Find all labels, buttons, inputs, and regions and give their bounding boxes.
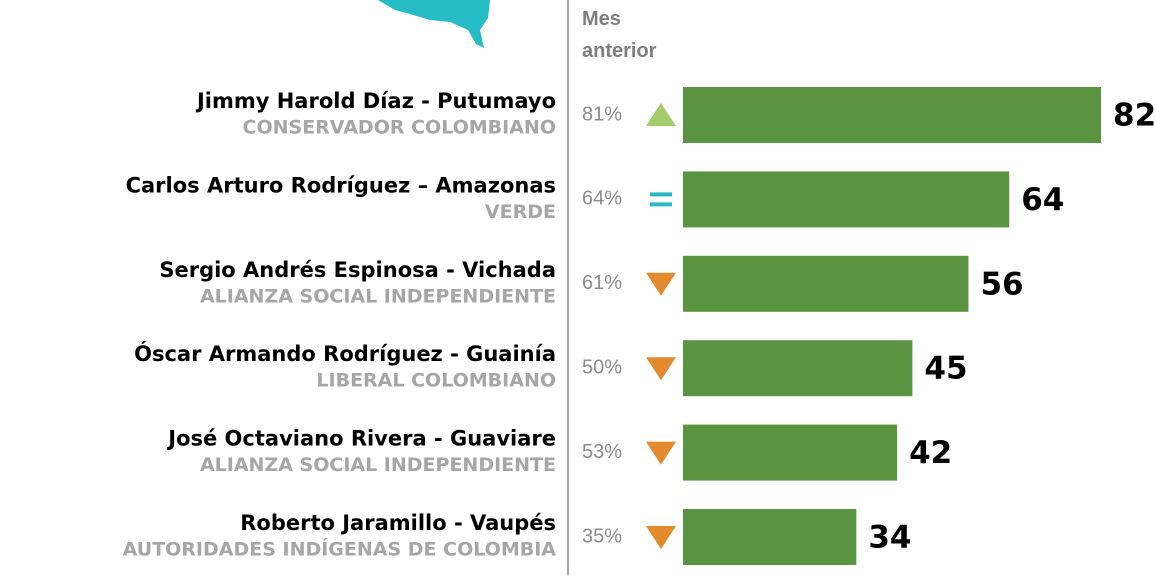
candidate-name: Carlos Arturo Rodríguez – Amazonas (126, 173, 556, 197)
trend-down (646, 272, 676, 296)
trend-down (646, 357, 676, 381)
trend-up (646, 103, 676, 126)
bar (683, 509, 857, 565)
bar (683, 87, 1101, 143)
party-name: LIBERAL COLOMBIANO (316, 370, 556, 392)
candidate-name: José Octaviano Rivera - Guaviare (166, 427, 556, 451)
bar (683, 340, 913, 397)
previous-month: 50% (582, 356, 622, 378)
bar (683, 424, 898, 481)
candidate-name: Óscar Armando Rodríguez - Guainía (134, 341, 556, 366)
map-fragment (378, 0, 490, 48)
previous-month: 35% (582, 525, 622, 547)
value-label: 56 (980, 266, 1023, 302)
value-label: 64 (1021, 182, 1064, 218)
value-label: 34 (868, 520, 911, 556)
party-name: ALIANZA SOCIAL INDEPENDIENTE (200, 454, 556, 476)
candidate-name: Jimmy Harold Díaz - Putumayo (195, 89, 556, 113)
previous-month: 81% (582, 103, 622, 125)
value-label: 42 (909, 435, 952, 471)
trend-down (646, 441, 676, 465)
header: Mes anterior (582, 8, 657, 62)
party-name: VERDE (485, 201, 556, 223)
candidate-name: Sergio Andrés Espinosa - Vichada (159, 258, 556, 282)
trend-down (646, 526, 676, 549)
trend-equal (650, 202, 672, 207)
value-label: 82 (1113, 98, 1156, 134)
value-label: 45 (924, 351, 967, 387)
bar (683, 255, 969, 312)
party-name: AUTORIDADES INDÍGENAS DE COLOMBIA (123, 538, 557, 561)
bar (683, 171, 1010, 228)
party-name: CONSERVADOR COLOMBIANO (243, 117, 556, 139)
previous-month: 64% (582, 188, 622, 210)
previous-month: 61% (582, 272, 622, 294)
trend-equal (650, 192, 672, 197)
party-name: ALIANZA SOCIAL INDEPENDIENTE (200, 285, 556, 307)
previous-month: 53% (582, 441, 622, 463)
candidate-name: Roberto Jaramillo - Vaupés (240, 511, 556, 535)
